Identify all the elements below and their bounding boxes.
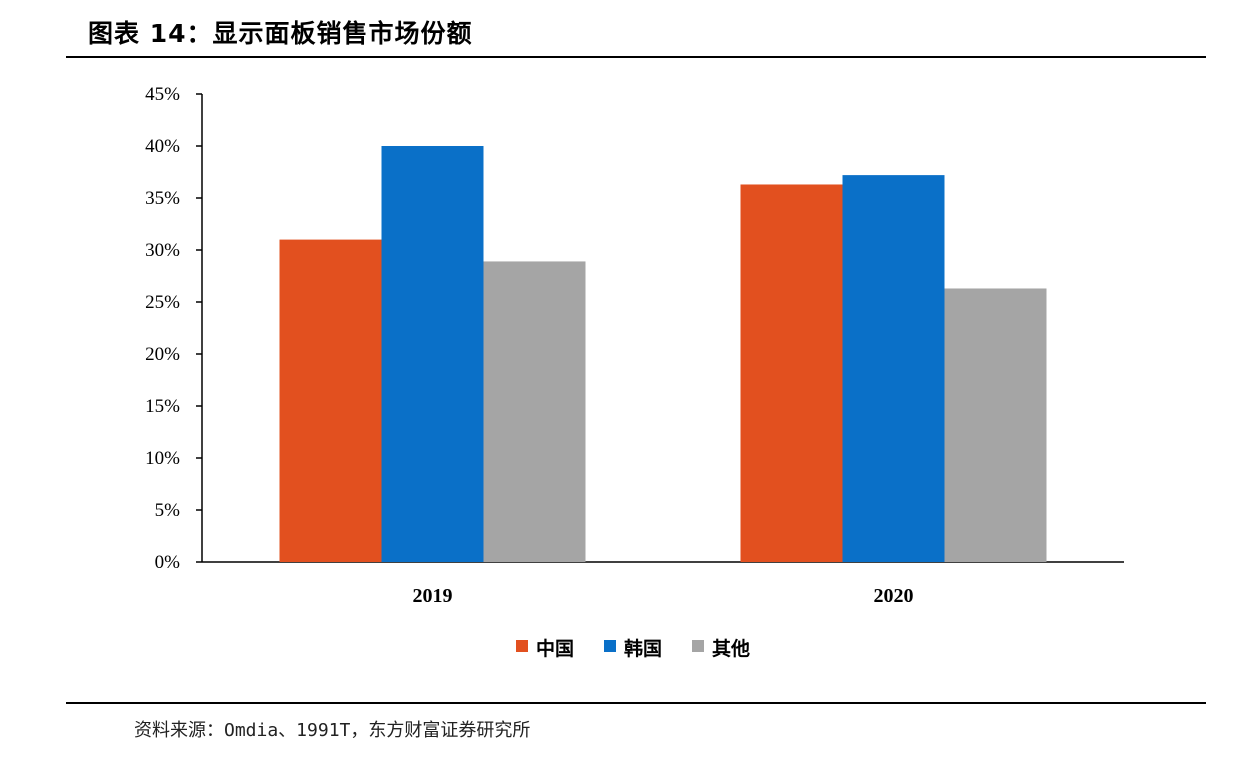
x-category-label: 2020 (874, 585, 914, 607)
chart-bars (279, 146, 1047, 563)
y-tick-label: 35% (145, 188, 180, 209)
y-tick-label: 45% (145, 84, 180, 105)
y-tick-label: 25% (145, 292, 180, 313)
y-tick-label: 10% (145, 448, 180, 469)
legend-label: 韩国 (624, 637, 662, 660)
chart-title: 图表 14：显示面板销售市场份额 (88, 19, 473, 48)
legend-swatch-其他 (692, 640, 704, 652)
bar-韩国-2020 (842, 175, 945, 562)
bar-其他-2019 (483, 261, 586, 562)
bar-韩国-2019 (381, 146, 484, 562)
legend-swatch-中国 (516, 640, 528, 652)
y-tick-label: 15% (145, 396, 180, 417)
chart-labels: 0% 5% 10% 15% 20% 25% 30% 35% 40% 45% 2019 2020 (145, 84, 913, 607)
y-tick-label: 0% (155, 552, 181, 573)
legend-label: 其他 (712, 637, 750, 660)
chart-legend: 中国 韩国 其他 (516, 637, 750, 660)
legend-label: 中国 (536, 637, 574, 660)
legend-swatch-韩国 (604, 640, 616, 652)
top-rule (66, 56, 1206, 58)
source-note: 资料来源：Omdia、1991T，东方财富证券研究所 (134, 720, 531, 741)
y-tick-label: 30% (145, 240, 180, 261)
x-category-label: 2019 (413, 585, 453, 607)
y-tick-label: 5% (155, 500, 181, 521)
bar-chart: 0% 5% 10% 15% 20% 25% 30% 35% 40% 45% 2019 2020 中国 韩… (145, 84, 1124, 660)
y-tick-label: 40% (145, 136, 180, 157)
bar-中国-2020 (740, 184, 843, 563)
bar-其他-2020 (944, 288, 1047, 562)
bar-中国-2019 (279, 239, 382, 562)
y-tick-label: 20% (145, 344, 180, 365)
bottom-rule (66, 702, 1206, 704)
